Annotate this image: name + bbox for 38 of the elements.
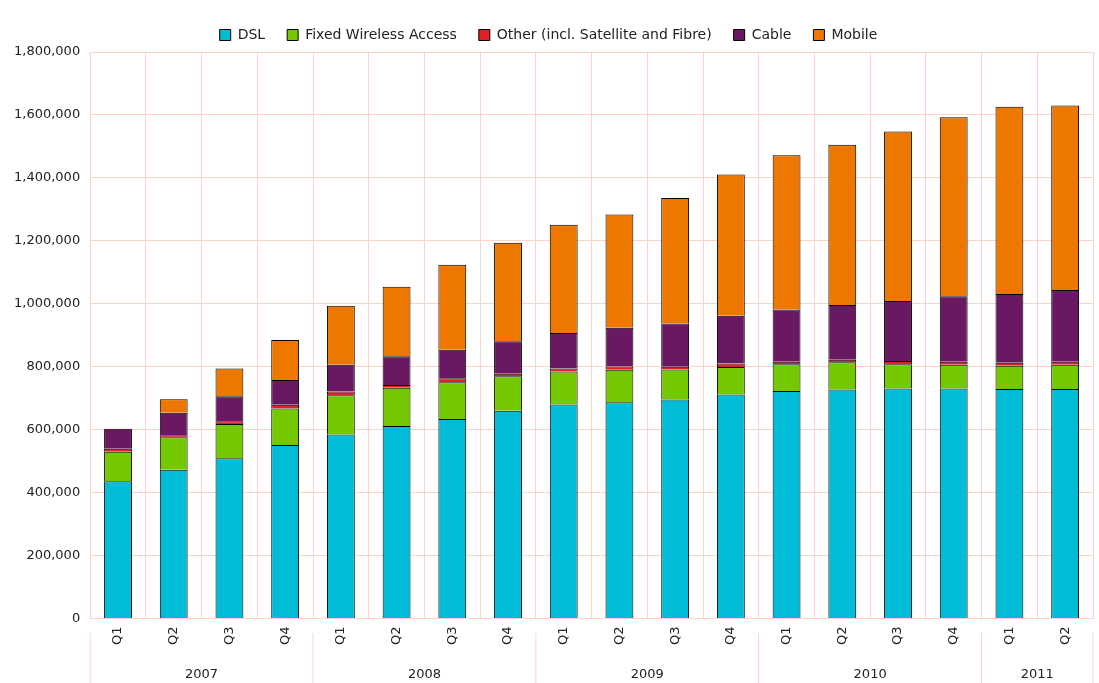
y-tick-label: 1,600,000 [13,106,81,122]
x-tick-label: Q1 [109,626,125,646]
text: 2008 [407,665,441,681]
y-tick-label: 1,000,000 [13,295,81,311]
y-tick-label: 600,000 [26,421,81,437]
legend-label: DSL [237,25,266,42]
y-tick-label: 0 [71,609,81,625]
y-tick-label: 800,000 [26,358,81,374]
x-tick-label: Q1 [555,626,571,646]
x-tick-label: Q3 [666,626,682,646]
x-tick-label: Q4 [276,626,292,646]
y-tick-label: 1,400,000 [13,169,81,185]
x-tick-label: Q1 [777,626,793,646]
x-tick-label: Q3 [220,626,236,646]
x-tick-label: Q2 [1056,626,1072,646]
x-tick-label: Q1 [332,626,348,646]
text: 2007 [185,665,219,681]
x-tick-label: Q4 [722,626,738,646]
text: 2010 [853,665,887,681]
x-tick-label: Q3 [889,626,905,646]
y-tick-label: 1,800,000 [13,43,81,59]
x-tick-label: Q2 [387,626,403,646]
legend-label: Fixed Wireless Access [305,25,457,42]
y-tick-label: 200,000 [26,546,81,562]
text: 2011 [1020,665,1054,681]
x-tick-label: Q4 [499,626,515,646]
x-tick-label: Q3 [443,626,459,646]
x-tick-label: Q2 [833,626,849,646]
x-tick-label: Q2 [165,626,181,646]
legend-label: Cable [751,25,792,42]
x-tick-label: Q2 [610,626,626,646]
legend-label: Other (incl. Satellite and Fibre) [496,25,712,42]
text: 2009 [630,665,664,681]
y-tick-label: 400,000 [26,483,81,499]
y-tick-label: 1,200,000 [13,232,81,248]
x-tick-label: Q1 [1000,626,1016,646]
legend-label: Mobile [831,25,878,42]
x-tick-label: Q4 [945,626,961,646]
